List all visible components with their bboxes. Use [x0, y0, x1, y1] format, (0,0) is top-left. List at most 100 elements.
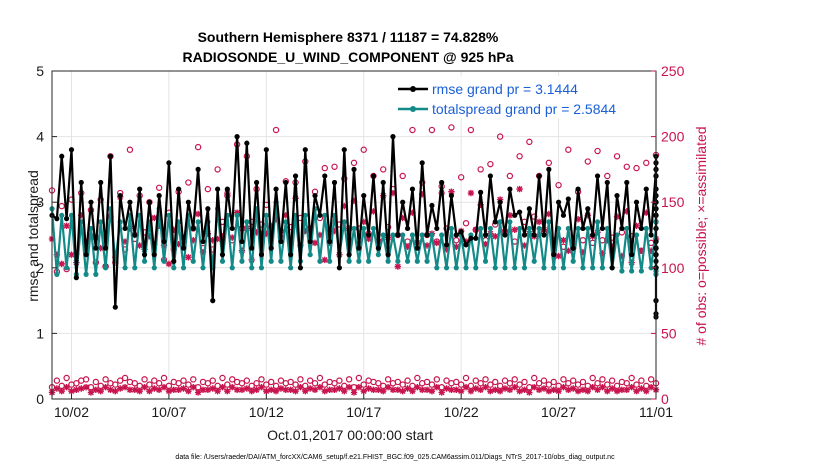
- x-tick-label: 10/17: [346, 404, 381, 420]
- rmse-point: [512, 212, 518, 218]
- totalspread-point: [560, 265, 567, 271]
- obs-assimilated-bottom-marker: [608, 385, 616, 392]
- obs-possible-marker: [594, 147, 601, 155]
- obs-assimilated-marker: [511, 226, 518, 233]
- obs-possible-bottom-marker: [185, 381, 192, 388]
- rmse-point: [541, 232, 547, 238]
- totalspread-point: [54, 271, 60, 277]
- totalspread-point: [434, 265, 440, 271]
- obs-assimilated-marker: [219, 233, 226, 240]
- obs-assimilated-marker: [545, 210, 553, 218]
- obs-possible-bottom-marker: [492, 378, 499, 386]
- rmse-point: [346, 252, 352, 258]
- obs-assimilated-bottom-marker: [453, 386, 460, 394]
- rmse-point: [609, 265, 615, 271]
- totalspread-point: [64, 265, 70, 271]
- obs-possible-bottom-marker: [638, 377, 645, 384]
- obs-assimilated-bottom-marker: [306, 385, 314, 392]
- obs-possible-bottom-marker: [92, 378, 100, 386]
- y-tick-label-right: 200: [661, 129, 685, 145]
- obs-possible-bottom-marker: [579, 378, 587, 386]
- rmse-point: [366, 232, 372, 238]
- obs-assimilated-marker: [623, 208, 630, 215]
- rmse-point: [526, 206, 532, 212]
- obs-possible-bottom-marker: [540, 377, 548, 384]
- obs-assimilated-marker: [170, 226, 177, 233]
- rmse-point: [331, 179, 338, 186]
- obs-assimilated-bottom-marker: [243, 385, 251, 392]
- rmse-point: [614, 193, 620, 199]
- obs-assimilated-bottom-marker: [82, 383, 90, 391]
- obs-assimilated-bottom-marker: [97, 387, 104, 395]
- legend: rmse grand pr = 3.1444 totalspread grand…: [392, 76, 624, 118]
- obs-assimilated-bottom-marker: [102, 383, 109, 391]
- rmse-point: [492, 219, 498, 225]
- obs-possible-marker: [487, 160, 494, 168]
- rmse-point: [336, 265, 342, 271]
- obs-assimilated-bottom-marker: [282, 386, 290, 394]
- rmse-point: [112, 304, 118, 310]
- totalspread-point: [404, 258, 411, 264]
- obs-assimilated-marker: [599, 250, 606, 257]
- totalspread-point: [200, 265, 206, 271]
- totalspread-point: [414, 258, 420, 264]
- obs-assimilated-bottom-marker: [121, 383, 129, 391]
- obs-assimilated-bottom-marker: [360, 387, 367, 395]
- rmse-point: [327, 238, 333, 245]
- obs-assimilated-marker: [584, 212, 592, 219]
- obs-possible-bottom-marker: [623, 380, 630, 387]
- totalspread-point: [278, 258, 284, 264]
- obs-possible-bottom-marker: [394, 378, 402, 386]
- obs-assimilated-bottom-marker: [277, 385, 285, 392]
- obs-assimilated-marker: [516, 185, 523, 193]
- obs-assimilated-bottom-marker: [594, 386, 601, 394]
- obs-possible-bottom-marker: [428, 381, 436, 388]
- rmse-point: [585, 206, 591, 212]
- obs-possible-bottom-marker: [297, 376, 304, 383]
- totalspread-point: [439, 232, 445, 238]
- rmse-point: [200, 238, 206, 245]
- y-tick-label-left: 4: [36, 129, 44, 145]
- totalspread-point: [190, 258, 196, 264]
- totalspread-point: [302, 212, 308, 218]
- y-tick-label-right: 0: [661, 391, 669, 407]
- obs-assimilated-bottom-marker: [545, 387, 553, 395]
- rmse-point: [302, 147, 308, 153]
- obs-assimilated-marker: [58, 260, 65, 268]
- totalspread-point: [585, 225, 591, 232]
- totalspread-point: [366, 258, 372, 264]
- obs-assimilated-bottom-marker: [492, 386, 499, 394]
- obs-assimilated-marker: [365, 235, 372, 243]
- totalspread-point: [239, 258, 245, 264]
- rmse-point: [570, 245, 576, 251]
- obs-possible-bottom-marker: [316, 374, 324, 382]
- obs-assimilated-marker: [302, 227, 309, 235]
- obs-assimilated-marker: [63, 222, 70, 230]
- obs-assimilated-marker: [214, 235, 221, 243]
- obs-assimilated-bottom-marker: [584, 387, 592, 395]
- obs-possible-bottom-marker: [131, 380, 139, 387]
- rmse-point: [560, 212, 567, 218]
- rmse-point: [234, 134, 240, 140]
- rmse-point: [341, 147, 347, 153]
- obs-assimilated-bottom-marker: [194, 389, 202, 396]
- obs-possible-marker: [623, 163, 630, 170]
- x-tick-label: 10/12: [249, 404, 284, 420]
- rmse-point: [390, 134, 396, 140]
- totalspread-point: [180, 265, 187, 271]
- rmse-point: [409, 186, 416, 192]
- x-tick-label: 10/02: [54, 404, 89, 420]
- obs-assimilated-bottom-marker: [146, 387, 153, 395]
- x-tick-label: 11/01: [639, 404, 673, 420]
- rmse-point: [638, 225, 644, 232]
- totalspread-point: [370, 225, 377, 232]
- obs-assimilated-bottom-marker: [643, 387, 650, 395]
- rmse-point: [624, 179, 630, 186]
- obs-possible-bottom-marker: [599, 376, 606, 383]
- rmse-point: [482, 232, 489, 238]
- totalspread-point: [351, 225, 357, 232]
- rmse-point: [132, 232, 138, 238]
- rmse-point: [205, 206, 211, 212]
- totalspread-point: [633, 232, 640, 238]
- obs-possible-marker: [633, 164, 640, 172]
